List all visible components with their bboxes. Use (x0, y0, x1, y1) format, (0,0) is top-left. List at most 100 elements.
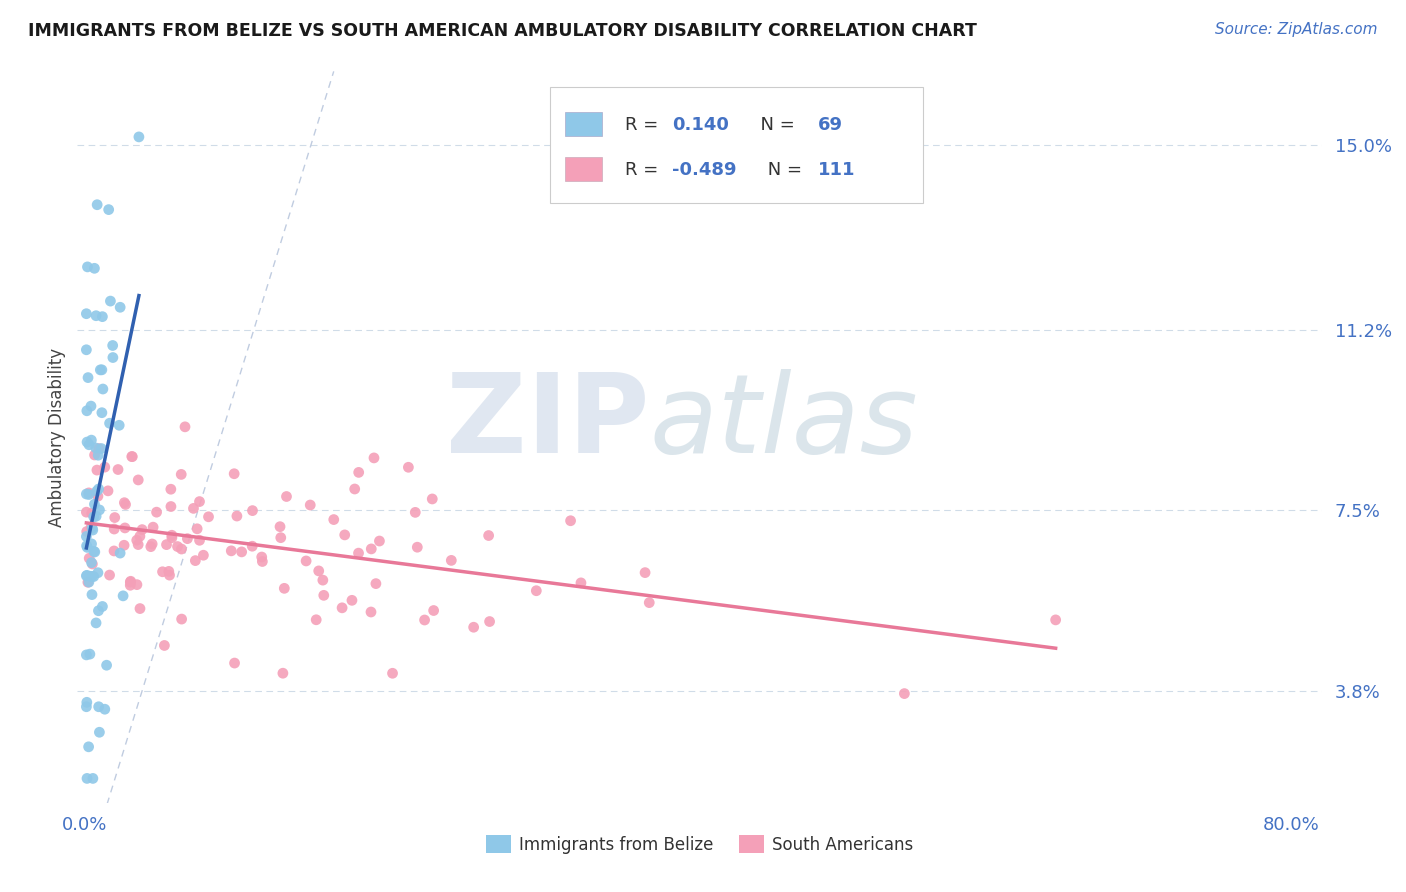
Point (170, 612, 193, 626)
Text: 111: 111 (818, 161, 855, 179)
Point (305, 613, 328, 627)
Text: Source: ZipAtlas.com: Source: ZipAtlas.com (1215, 22, 1378, 37)
Point (91, 599, 114, 614)
Point (90, 406, 112, 420)
Point (560, 514, 582, 528)
Point (91, 310, 114, 324)
Point (224, 467, 246, 481)
Point (80, 433, 103, 447)
Point (184, 553, 207, 567)
Point (76, 772, 98, 786)
Point (108, 300, 131, 314)
Point (120, 574, 142, 589)
Point (176, 532, 198, 546)
Point (343, 482, 366, 496)
Point (183, 501, 205, 516)
Point (108, 418, 131, 433)
Point (83, 569, 105, 583)
Point (75, 529, 97, 543)
Point (360, 541, 382, 556)
Point (159, 568, 181, 582)
Point (128, 129, 150, 144)
Point (129, 601, 152, 615)
Point (121, 450, 143, 464)
Text: R =: R = (624, 116, 664, 134)
Point (77, 739, 100, 754)
Point (98, 568, 121, 582)
Text: ZIP: ZIP (446, 369, 650, 476)
Point (108, 546, 131, 560)
Point (129, 529, 152, 543)
Point (77, 551, 100, 566)
Point (79, 569, 101, 583)
Point (84, 309, 107, 323)
Point (112, 538, 135, 552)
Point (87, 566, 110, 580)
Point (1045, 613, 1067, 627)
Point (114, 521, 136, 535)
Point (312, 588, 335, 602)
Point (84, 615, 107, 630)
Point (219, 544, 242, 558)
Point (186, 522, 208, 536)
Point (524, 583, 547, 598)
Point (193, 548, 215, 562)
Point (76, 404, 98, 418)
Point (77, 370, 100, 384)
Point (160, 531, 183, 545)
Point (112, 589, 135, 603)
Text: 0.140: 0.140 (672, 116, 728, 134)
Point (404, 505, 426, 519)
Point (97, 202, 120, 217)
Point (127, 473, 149, 487)
Point (75, 505, 97, 519)
Point (125, 533, 148, 548)
Point (96, 658, 118, 673)
Point (153, 639, 176, 653)
Point (86, 484, 108, 499)
Point (75, 343, 97, 357)
Point (166, 540, 188, 554)
Point (270, 531, 292, 545)
Point (112, 496, 135, 510)
Point (80, 520, 103, 534)
Point (75, 487, 97, 501)
Point (82, 523, 104, 537)
Point (160, 528, 183, 542)
Point (80, 556, 103, 570)
Point (82, 521, 104, 535)
Point (250, 549, 273, 564)
Point (87, 442, 110, 456)
Point (368, 534, 391, 549)
Point (569, 575, 592, 590)
Point (86, 463, 108, 477)
Point (240, 539, 263, 553)
Point (87, 448, 110, 462)
Point (82, 772, 104, 786)
Point (76, 435, 98, 450)
Point (77, 486, 100, 500)
Text: R =: R = (624, 161, 664, 179)
Point (224, 656, 246, 670)
Point (75, 307, 97, 321)
Point (364, 576, 387, 591)
Point (139, 540, 162, 554)
Point (152, 565, 174, 579)
Point (87, 604, 110, 618)
Point (80, 569, 103, 583)
Point (87, 489, 110, 503)
Point (75, 569, 97, 583)
Point (87, 699, 110, 714)
Point (170, 467, 193, 482)
Point (83, 497, 105, 511)
Point (131, 523, 153, 537)
Point (893, 687, 915, 701)
Point (80, 399, 103, 413)
Point (463, 620, 485, 634)
Point (76, 539, 98, 553)
Point (98, 416, 121, 430)
Y-axis label: Ambulatory Disability: Ambulatory Disability (48, 348, 66, 526)
Point (120, 575, 142, 590)
Point (312, 573, 335, 587)
Text: N =: N = (762, 161, 807, 179)
